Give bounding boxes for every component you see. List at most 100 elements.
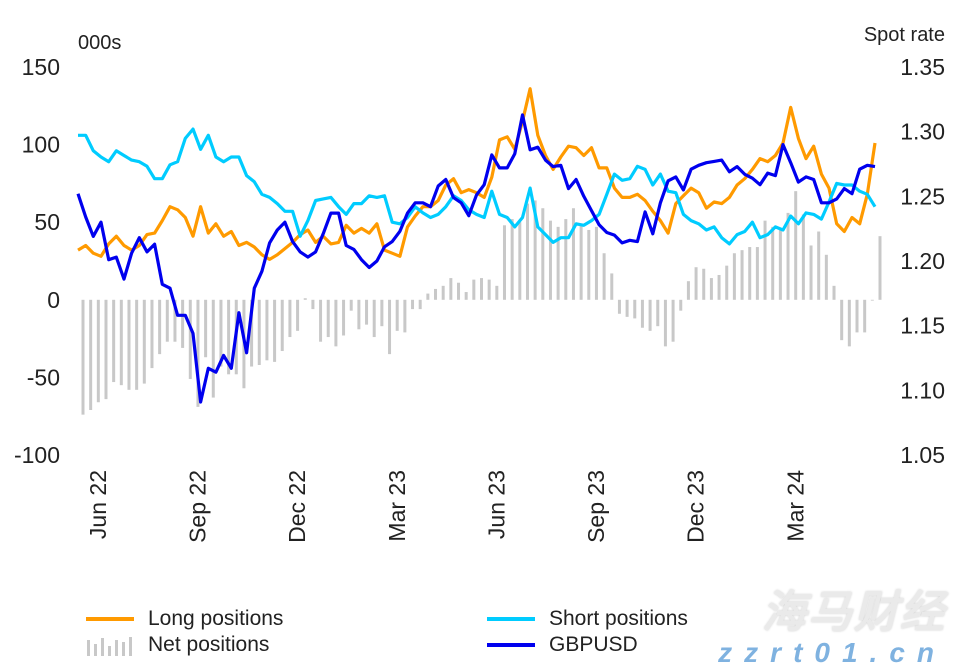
long-swatch-icon [86, 617, 134, 621]
right-tick-label: 1.35 [900, 54, 945, 80]
net-position-bar [388, 299, 392, 355]
net-position-bar [863, 299, 867, 333]
net-position-bar [365, 299, 369, 325]
net-position-bar [480, 278, 483, 300]
left-tick-label: 0 [47, 287, 60, 313]
net-position-bar [633, 299, 637, 319]
net-position-bar [847, 299, 851, 347]
net-position-bar [702, 268, 706, 300]
net-position-bar [372, 299, 376, 338]
net-position-bar [104, 299, 108, 400]
net-position-bar [96, 299, 100, 403]
net-position-bar [502, 225, 506, 300]
net-position-bar [449, 278, 453, 300]
net-position-bar [786, 212, 790, 300]
left-tick-label: -100 [14, 442, 60, 468]
net-position-bar [548, 220, 552, 300]
net-position-bar [112, 299, 116, 383]
left-axis-unit: 000s [78, 32, 121, 54]
net-position-bar [158, 299, 162, 355]
right-tick-label: 1.15 [900, 313, 945, 339]
net-position-bar [150, 299, 154, 369]
legend-net-label: Net positions [148, 633, 270, 656]
net-position-bar [824, 254, 828, 300]
net-position-bar [135, 299, 139, 390]
net-position-bar [694, 267, 698, 300]
right-tick-label: 1.30 [900, 119, 945, 145]
net-position-bar [119, 299, 123, 386]
x-tick-label: Dec 23 [683, 470, 709, 543]
net-position-bar [801, 214, 805, 300]
net-position-bar [188, 299, 192, 379]
watermark-brand: 海马财经 [762, 588, 946, 637]
net-position-bar [625, 299, 629, 317]
net-position-bar [617, 299, 621, 314]
right-tick-label: 1.20 [900, 248, 945, 274]
watermark-url: zzrt01.cn [718, 637, 946, 668]
net-position-bar [173, 299, 177, 342]
net-position-bar [181, 299, 185, 348]
net-position-bar [319, 299, 323, 342]
net-position-bar [510, 219, 514, 300]
net-position-bar [564, 219, 568, 300]
net-position-bar [533, 200, 537, 300]
net-position-bar [273, 299, 277, 362]
net-position-bar [357, 299, 361, 330]
net-position-bar [250, 299, 254, 367]
legend-gbpusd-label: GBPUSD [549, 633, 638, 656]
left-tick-label: 50 [34, 209, 60, 235]
watermark-logo: 海马财经 zzrt01.cn [718, 589, 946, 669]
net-position-bar [380, 299, 384, 327]
x-tick-label: Jun 22 [85, 470, 111, 539]
net-position-bar [840, 299, 844, 341]
net-position-bar [732, 253, 736, 300]
short-positions-line [78, 127, 877, 246]
net-position-bar [395, 299, 399, 331]
net-position-bar [571, 208, 575, 300]
net-position-bar [434, 288, 438, 300]
net-position-bar [142, 299, 146, 384]
net-position-bar [227, 299, 231, 375]
net-positions-bars [81, 191, 882, 415]
net-position-bar [418, 299, 422, 310]
net-position-bar [610, 273, 614, 300]
net-position-bar [717, 274, 721, 300]
net-position-bar [204, 299, 208, 358]
net-position-bar [686, 281, 690, 300]
net-position-bar [778, 228, 782, 300]
net-position-bar [303, 298, 307, 300]
net-position-bar [296, 299, 300, 331]
net-position-bar [472, 279, 476, 300]
net-position-bar [265, 299, 269, 361]
x-tick-label: Sep 23 [583, 470, 609, 543]
net-position-bar [211, 299, 215, 398]
net-bars-swatch-icon [87, 637, 132, 656]
net-position-bar [771, 226, 775, 300]
net-position-bar [411, 299, 415, 310]
net-position-bar [594, 226, 598, 300]
net-position-bar [541, 208, 545, 300]
net-position-bar [441, 285, 445, 300]
net-position-bar [725, 265, 729, 300]
net-position-bar [525, 203, 529, 300]
net-position-bar [196, 299, 200, 407]
net-position-bar [648, 299, 652, 331]
chart: 000s Spot rate 150 100 50 0 -50 -100 1.35 1.30 1… [14, 24, 945, 543]
legend-short: Short positions [487, 607, 688, 631]
net-position-bar [556, 226, 560, 300]
net-position-bar [334, 299, 338, 347]
net-position-bar [280, 299, 284, 352]
net-position-bar [579, 223, 583, 300]
long-positions-line [77, 87, 877, 261]
net-position-bar [809, 245, 813, 300]
net-position-bar [487, 279, 491, 300]
legend-short-label: Short positions [549, 607, 688, 630]
axes: 000s Spot rate 150 100 50 0 -50 -100 1.35 1.30 1… [14, 24, 945, 543]
x-tick-label: Sep 22 [185, 470, 211, 543]
right-axis-title: Spot rate [864, 24, 945, 46]
x-tick-label: Jun 23 [483, 470, 509, 539]
net-position-bar [311, 299, 315, 310]
net-position-bar [81, 299, 85, 415]
net-position-bar [342, 299, 346, 336]
right-tick-label: 1.05 [900, 442, 945, 468]
